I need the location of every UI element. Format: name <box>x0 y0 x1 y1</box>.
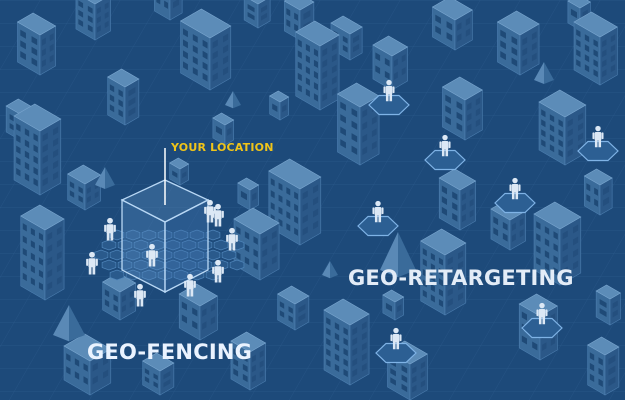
hexagon-icon <box>424 149 466 171</box>
fence-hex-tile <box>173 269 189 281</box>
person-icon <box>212 203 224 227</box>
fence-hex-tile <box>133 239 149 251</box>
building-icon <box>595 284 621 326</box>
person-icon <box>509 177 521 200</box>
person-icon <box>226 227 238 251</box>
pyramid-icon <box>534 62 554 84</box>
person-icon <box>592 125 604 148</box>
fence-hex-tile <box>125 249 141 261</box>
person-icon <box>372 200 384 223</box>
person-icon <box>212 259 224 283</box>
hexagon-icon <box>521 317 563 339</box>
person-icon <box>383 79 395 102</box>
hexagon-icon <box>357 215 399 237</box>
building-icon <box>382 289 405 321</box>
your-location-label: YOUR LOCATION <box>171 141 274 154</box>
hexagon-icon <box>577 140 619 162</box>
building-icon <box>277 285 310 331</box>
building-icon <box>75 0 111 41</box>
building-icon <box>336 82 380 166</box>
building-icon <box>67 164 102 211</box>
building-icon <box>431 0 473 51</box>
fence-hex-tile <box>173 249 189 261</box>
hexagon-icon <box>494 192 536 214</box>
building-icon <box>142 352 175 396</box>
fence-hex-tile <box>125 229 141 241</box>
person-icon <box>104 217 116 241</box>
fence-hex-tile <box>181 259 197 271</box>
building-icon <box>573 11 618 86</box>
building-icon <box>268 158 322 246</box>
fence-hex-tile <box>133 259 149 271</box>
person-icon <box>146 243 158 267</box>
pyramid-icon <box>380 232 416 278</box>
building-icon <box>295 20 340 111</box>
fence-hex-tile <box>205 249 221 261</box>
building-icon <box>63 333 112 396</box>
fence-hex-tile <box>229 259 245 271</box>
building-icon <box>438 168 477 231</box>
building-icon <box>16 12 57 76</box>
building-icon <box>583 168 613 216</box>
geo-fencing-title: GEO-FENCING <box>87 340 253 364</box>
building-icon <box>154 0 183 21</box>
building-icon <box>107 68 140 126</box>
person-icon <box>439 134 451 157</box>
fence-hex-tile <box>101 259 117 271</box>
fence-hex-tile <box>93 249 109 261</box>
person-icon <box>390 327 402 350</box>
fence-hex-tile <box>165 239 181 251</box>
pyramid-icon <box>53 305 85 342</box>
geo-retargeting-title: GEO-RETARGETING <box>348 266 574 290</box>
hexagon-icon <box>368 94 410 116</box>
building-icon <box>538 89 587 166</box>
fence-hex-tile <box>189 249 205 261</box>
building-icon <box>102 272 137 321</box>
pyramid-icon <box>322 261 338 279</box>
person-icon <box>536 302 548 325</box>
building-icon <box>20 204 65 301</box>
building-icon <box>230 331 267 391</box>
fence-hex-tile <box>213 239 229 251</box>
person-icon <box>134 283 146 307</box>
building-icon <box>237 177 260 211</box>
fence-hex-tile <box>165 259 181 271</box>
fence-hex-tile <box>141 229 157 241</box>
location-cube-icon <box>120 148 210 294</box>
fence-hex-tile <box>101 239 117 251</box>
person-icon <box>204 199 216 223</box>
building-icon <box>13 103 62 196</box>
person-icon <box>86 251 98 275</box>
building-icon <box>323 298 370 386</box>
building-icon <box>212 112 235 146</box>
building-icon <box>169 157 190 186</box>
building-icon <box>496 10 540 76</box>
building-icon <box>233 207 280 281</box>
fence-hex-tile <box>173 229 189 241</box>
fence-hex-tile <box>109 269 125 281</box>
pyramid-icon <box>95 167 115 189</box>
fence-hex-tile <box>221 249 237 261</box>
building-icon <box>420 228 467 316</box>
building-icon <box>587 336 620 396</box>
building-icon <box>372 35 409 91</box>
hexagon-icon <box>375 342 417 364</box>
building-icon <box>330 15 363 61</box>
fence-hex-tile <box>189 229 205 241</box>
building-icon <box>269 90 290 121</box>
building-icon <box>441 76 483 141</box>
building-icon <box>533 201 582 286</box>
person-icon <box>184 273 196 297</box>
building-icon <box>243 0 271 29</box>
fence-hex-tile <box>141 269 157 281</box>
fence-hex-tile <box>181 239 197 251</box>
pyramid-icon <box>225 91 241 109</box>
fence-hex-tile <box>109 249 125 261</box>
fence-hex-tile <box>205 229 221 241</box>
building-icon <box>178 283 218 341</box>
building-icon <box>179 8 232 91</box>
